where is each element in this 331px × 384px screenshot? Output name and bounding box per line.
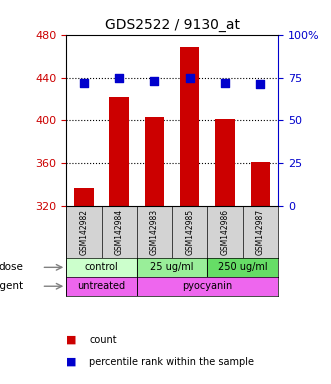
Bar xyxy=(66,258,137,277)
Text: pyocyanin: pyocyanin xyxy=(182,281,233,291)
Bar xyxy=(145,117,164,206)
Point xyxy=(187,74,192,81)
Text: GSM142987: GSM142987 xyxy=(256,209,265,255)
Text: GSM142985: GSM142985 xyxy=(185,209,194,255)
Text: 25 ug/ml: 25 ug/ml xyxy=(150,262,194,272)
Point xyxy=(81,79,86,86)
Text: GSM142984: GSM142984 xyxy=(115,209,124,255)
Text: percentile rank within the sample: percentile rank within the sample xyxy=(89,357,254,367)
Text: untreated: untreated xyxy=(77,281,125,291)
Bar xyxy=(208,258,278,277)
Point xyxy=(258,81,263,88)
Bar xyxy=(74,188,94,206)
Point xyxy=(222,79,228,86)
Bar xyxy=(137,277,278,296)
Text: GSM142983: GSM142983 xyxy=(150,209,159,255)
Point xyxy=(152,78,157,84)
Text: GSM142986: GSM142986 xyxy=(220,209,230,255)
Text: agent: agent xyxy=(0,281,23,291)
Bar xyxy=(251,162,270,206)
Text: ■: ■ xyxy=(66,335,77,345)
Bar xyxy=(110,97,129,206)
Text: ■: ■ xyxy=(66,357,77,367)
Bar xyxy=(180,48,200,206)
Bar xyxy=(215,119,235,206)
Bar xyxy=(137,258,208,277)
Title: GDS2522 / 9130_at: GDS2522 / 9130_at xyxy=(105,18,240,32)
Text: dose: dose xyxy=(0,262,23,272)
Text: 250 ug/ml: 250 ug/ml xyxy=(218,262,267,272)
Point xyxy=(117,74,122,81)
Text: count: count xyxy=(89,335,117,345)
Text: GSM142982: GSM142982 xyxy=(79,209,88,255)
Text: control: control xyxy=(85,262,118,272)
Bar xyxy=(66,277,137,296)
